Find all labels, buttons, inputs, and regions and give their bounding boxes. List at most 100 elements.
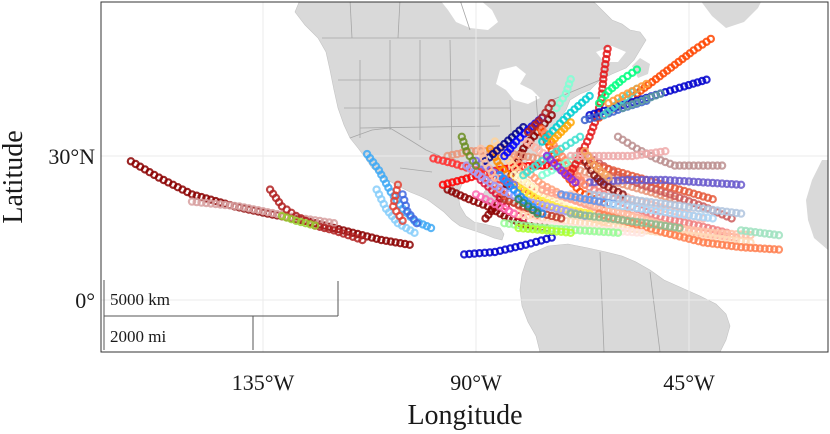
track-point-marker xyxy=(708,161,717,170)
track-point-marker xyxy=(708,178,717,188)
track-point-marker xyxy=(642,175,651,185)
track-point-marker xyxy=(755,244,765,253)
track-point-marker xyxy=(566,209,575,218)
track-point-marker xyxy=(684,177,694,186)
storm-track xyxy=(736,226,784,240)
track-point-marker xyxy=(699,178,708,187)
track-point-marker xyxy=(599,74,608,84)
track-point-marker xyxy=(609,228,618,237)
track-point-marker xyxy=(623,202,632,211)
track-point-marker xyxy=(675,223,684,233)
track-point-marker xyxy=(523,224,533,233)
track-point-marker xyxy=(637,175,646,185)
track-point-marker xyxy=(689,161,698,170)
track-point-marker xyxy=(523,211,533,220)
landmass-africa xyxy=(806,160,828,250)
track-point-marker xyxy=(727,179,736,189)
track-point-marker xyxy=(410,228,419,237)
track-point-marker xyxy=(547,211,556,221)
storm-track xyxy=(618,89,665,113)
track-point-marker xyxy=(618,151,627,161)
track-point-marker xyxy=(703,213,713,222)
track-point-marker xyxy=(699,161,708,170)
track-point-marker xyxy=(426,223,436,233)
track-point-marker xyxy=(580,211,590,220)
track-point-marker xyxy=(571,151,580,161)
track-point-marker xyxy=(675,209,684,219)
track-point-marker xyxy=(713,179,722,188)
track-point-marker xyxy=(774,245,784,254)
track-point-marker xyxy=(509,209,519,218)
track-point-marker xyxy=(670,209,680,218)
track-point-marker xyxy=(694,177,703,187)
track-point-marker xyxy=(637,150,646,159)
track-point-marker xyxy=(623,151,632,161)
track-point-marker xyxy=(618,176,627,185)
track-point-marker xyxy=(296,217,306,227)
track-point-marker xyxy=(637,218,646,227)
storm-track xyxy=(523,98,556,137)
track-point-marker xyxy=(736,226,746,235)
track-point-marker xyxy=(642,149,651,159)
storm-track xyxy=(277,211,320,230)
track-point-marker xyxy=(594,112,604,121)
track-point-marker xyxy=(727,241,736,251)
track-point-marker xyxy=(637,228,646,237)
track-point-marker xyxy=(675,176,684,186)
track-point-marker xyxy=(254,205,263,215)
storm-track xyxy=(519,132,585,180)
track-point-marker xyxy=(765,244,774,254)
track-point-marker xyxy=(372,234,381,243)
track-point-marker xyxy=(628,151,637,161)
track-point-marker xyxy=(448,178,457,187)
track-point-marker xyxy=(736,209,746,218)
track-point-marker xyxy=(598,79,608,89)
track-point-marker xyxy=(575,226,585,235)
track-point-marker xyxy=(528,153,538,162)
storm-track xyxy=(604,199,717,223)
track-point-marker xyxy=(751,227,760,237)
track-point-marker xyxy=(661,221,670,231)
track-point-marker xyxy=(632,196,642,205)
track-point-marker xyxy=(746,227,755,236)
track-point-marker xyxy=(571,209,580,219)
track-point-marker xyxy=(590,196,599,205)
track-point-marker xyxy=(594,98,604,108)
track-point-marker xyxy=(422,221,432,231)
track-point-marker xyxy=(542,210,552,219)
track-point-marker xyxy=(552,227,561,236)
track-point-marker xyxy=(670,230,680,240)
track-point-marker xyxy=(561,228,571,237)
track-point-marker xyxy=(599,110,609,120)
track-point-marker xyxy=(557,190,566,199)
track-point-marker xyxy=(580,180,590,189)
track-point-marker xyxy=(523,152,533,161)
great-lakes xyxy=(496,66,540,104)
track-point-marker xyxy=(651,220,661,229)
track-point-marker xyxy=(585,226,594,236)
track-point-marker xyxy=(694,161,703,170)
storm-track xyxy=(542,151,580,187)
track-point-marker xyxy=(646,175,656,185)
track-point-marker xyxy=(675,232,684,241)
track-point-marker xyxy=(628,195,637,204)
track-point-marker xyxy=(717,179,727,188)
track-point-marker xyxy=(623,175,632,185)
track-point-marker xyxy=(538,200,547,210)
track-point-marker xyxy=(618,103,627,113)
track-point-marker xyxy=(291,216,301,225)
track-point-marker xyxy=(689,235,698,245)
track-point-marker xyxy=(580,194,590,204)
track-point-marker xyxy=(699,204,708,213)
track-point-marker xyxy=(320,223,329,233)
track-point-marker xyxy=(396,238,405,248)
storm-track xyxy=(552,74,575,113)
track-point-marker xyxy=(315,222,324,231)
track-point-marker xyxy=(661,199,670,209)
track-point-marker xyxy=(689,211,698,221)
track-point-marker xyxy=(642,197,651,206)
track-point-marker xyxy=(599,213,609,222)
hudson-bay xyxy=(441,2,498,30)
track-point-marker xyxy=(325,224,334,234)
track-point-marker xyxy=(566,151,575,161)
